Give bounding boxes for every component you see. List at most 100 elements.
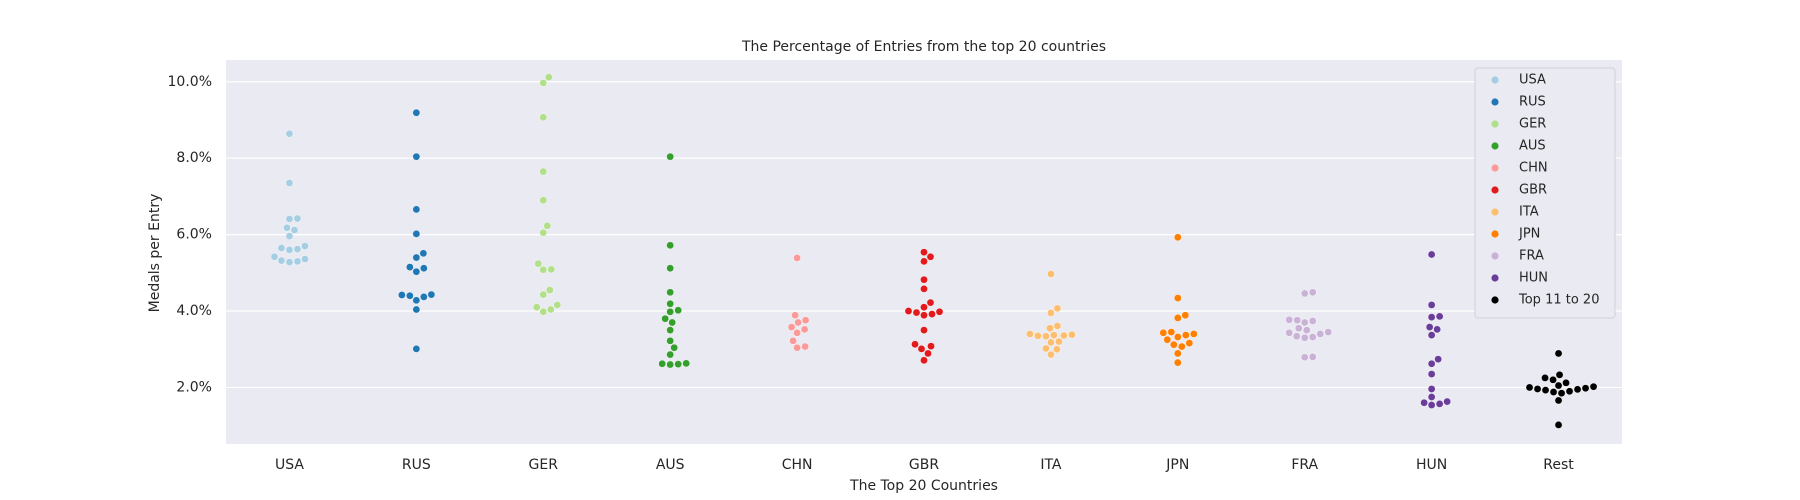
swarm-point xyxy=(1026,330,1034,338)
swarm-point xyxy=(293,245,302,253)
swarm-point xyxy=(666,350,674,359)
swarm-point xyxy=(927,342,935,350)
swarm-point xyxy=(1324,328,1333,336)
swarm-point xyxy=(1434,355,1442,363)
legend-marker xyxy=(1491,142,1499,150)
swarm-point xyxy=(1427,385,1436,393)
swarm-point xyxy=(666,264,674,273)
swarm-point xyxy=(1541,386,1550,394)
swarm-point xyxy=(546,305,555,314)
swarm-point xyxy=(1042,332,1050,341)
swarm-point xyxy=(1285,316,1294,324)
swarm-point xyxy=(406,291,414,300)
swarm-point xyxy=(666,307,674,316)
legend-label: JPN xyxy=(1518,227,1540,242)
chart-title: The Percentage of Entries from the top 2… xyxy=(741,39,1106,55)
swarm-point xyxy=(301,242,309,250)
swarm-point xyxy=(290,226,299,234)
legend-marker xyxy=(1491,230,1499,238)
x-tick-label: FRA xyxy=(1291,457,1318,473)
legend-label: AUS xyxy=(1519,139,1546,154)
swarm-point xyxy=(553,301,562,309)
swarm-point xyxy=(1308,317,1317,325)
swarm-point xyxy=(1554,421,1563,429)
legend-label: ITA xyxy=(1519,205,1539,220)
swarm-point xyxy=(801,342,809,351)
swarm-point xyxy=(1554,349,1563,358)
swarm-point xyxy=(1557,389,1566,397)
swarm-point xyxy=(412,230,421,238)
swarm-point xyxy=(283,223,291,232)
swarm-point xyxy=(277,256,286,265)
swarm-point xyxy=(412,205,421,214)
x-tick-label: GBR xyxy=(909,457,939,473)
swarm-point xyxy=(301,255,309,263)
swarm-point xyxy=(935,307,944,316)
legend-marker xyxy=(1491,274,1499,282)
swarm-point xyxy=(926,252,935,261)
swarm-point xyxy=(544,73,553,81)
swarm-point xyxy=(920,248,928,256)
swarm-point xyxy=(920,303,928,312)
swarm-point xyxy=(539,265,548,274)
swarm-point xyxy=(270,252,279,261)
swarm-point xyxy=(545,286,554,294)
swarm-point xyxy=(539,113,548,122)
swarm-point xyxy=(1589,382,1598,391)
legend-marker xyxy=(1491,120,1499,128)
swarm-point xyxy=(539,79,548,87)
swarm-point xyxy=(1562,379,1570,387)
y-tick-label: 4.0% xyxy=(176,303,212,319)
swarm-point xyxy=(1300,318,1309,327)
swarm-point xyxy=(1433,325,1441,334)
legend-box xyxy=(1474,67,1616,319)
swarm-point xyxy=(668,318,676,327)
swarm-point xyxy=(532,303,541,312)
swarm-point xyxy=(1554,381,1563,390)
x-tick-label: GER xyxy=(529,457,559,473)
legend-label: GER xyxy=(1519,117,1546,132)
swarm-point xyxy=(1549,376,1557,384)
x-tick-label: Rest xyxy=(1543,457,1574,473)
swarm-point xyxy=(912,308,921,317)
y-tick-label: 6.0% xyxy=(176,227,212,243)
x-tick-label: RUS xyxy=(402,457,431,473)
swarm-point xyxy=(666,299,674,308)
swarm-point xyxy=(543,222,552,230)
swarm-point xyxy=(1549,388,1558,396)
swarm-point xyxy=(920,275,928,284)
swarm-point xyxy=(666,288,674,297)
swarm-point xyxy=(1541,374,1549,382)
swarm-point xyxy=(1293,316,1302,325)
legend-marker xyxy=(1491,76,1499,84)
swarm-point xyxy=(1427,301,1436,309)
swarm-point xyxy=(285,246,294,254)
swarm-point xyxy=(917,345,926,353)
swarm-point xyxy=(1435,400,1444,408)
swarm-point xyxy=(398,291,406,299)
swarm-point xyxy=(1435,312,1444,321)
swarm-point xyxy=(1185,339,1194,347)
x-tick-label: AUS xyxy=(656,457,685,473)
legend-label: FRA xyxy=(1519,249,1544,264)
swarm-point xyxy=(800,325,809,334)
swarm-point xyxy=(1425,323,1434,331)
swarm-point xyxy=(1427,250,1436,259)
swarm-point xyxy=(682,359,690,368)
swarm-point xyxy=(285,232,294,240)
swarm-point xyxy=(1178,342,1186,351)
swarm-point xyxy=(674,306,682,315)
swarm-point xyxy=(1047,309,1055,317)
swarm-point xyxy=(1042,344,1050,353)
x-axis-label: The Top 20 Countries xyxy=(849,478,998,494)
x-tick-label: JPN xyxy=(1165,457,1189,473)
swarm-point xyxy=(1174,333,1182,341)
swarm-point xyxy=(793,329,801,337)
swarm-point xyxy=(419,249,428,258)
legend-marker xyxy=(1491,186,1499,194)
swarm-point xyxy=(1053,304,1062,313)
swarm-point xyxy=(1565,387,1574,396)
swarm-point xyxy=(926,298,935,307)
swarm-point xyxy=(412,305,421,314)
